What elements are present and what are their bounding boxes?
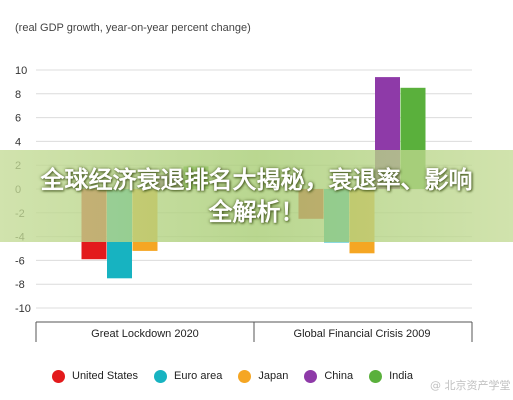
legend-label: India [389, 370, 413, 382]
chart-subtitle: (real GDP growth, year-on-year percent c… [15, 22, 251, 34]
legend-swatch [304, 369, 318, 383]
legend-item-japan: Japan [238, 369, 289, 383]
legend-item-india: India [369, 369, 413, 383]
watermark-text: @ 北京资产学堂 [430, 379, 511, 392]
legend-swatch [238, 369, 252, 383]
legend-label: United States [72, 370, 139, 382]
x-category-label: Global Financial Crisis 2009 [294, 328, 431, 340]
legend-item-euro-area: Euro area [154, 369, 223, 383]
y-tick-label: -6 [15, 255, 25, 267]
chart-legend: United States Euro area Japan China India [52, 368, 429, 384]
x-category-label: Great Lockdown 2020 [91, 328, 199, 340]
legend-item-united-states: United States [52, 369, 139, 383]
legend-swatch [154, 369, 168, 383]
legend-label: Euro area [174, 370, 223, 382]
legend-swatch [52, 369, 65, 383]
y-tick-label: 6 [15, 113, 21, 125]
y-tick-label: 4 [15, 136, 21, 148]
legend-swatch [369, 369, 383, 383]
title-banner: 全球经济衰退排名大揭秘，衰退率、影响全解析！ [0, 150, 513, 242]
y-tick-label: -8 [15, 279, 25, 291]
y-tick-label: 10 [15, 65, 27, 77]
legend-label: Japan [258, 370, 289, 382]
banner-title: 全球经济衰退排名大揭秘，衰退率、影响全解析！ [40, 166, 473, 226]
legend-label: China [324, 370, 354, 382]
y-tick-label: -10 [15, 303, 31, 315]
legend-item-china: China [304, 369, 354, 383]
y-tick-label: 8 [15, 89, 21, 101]
